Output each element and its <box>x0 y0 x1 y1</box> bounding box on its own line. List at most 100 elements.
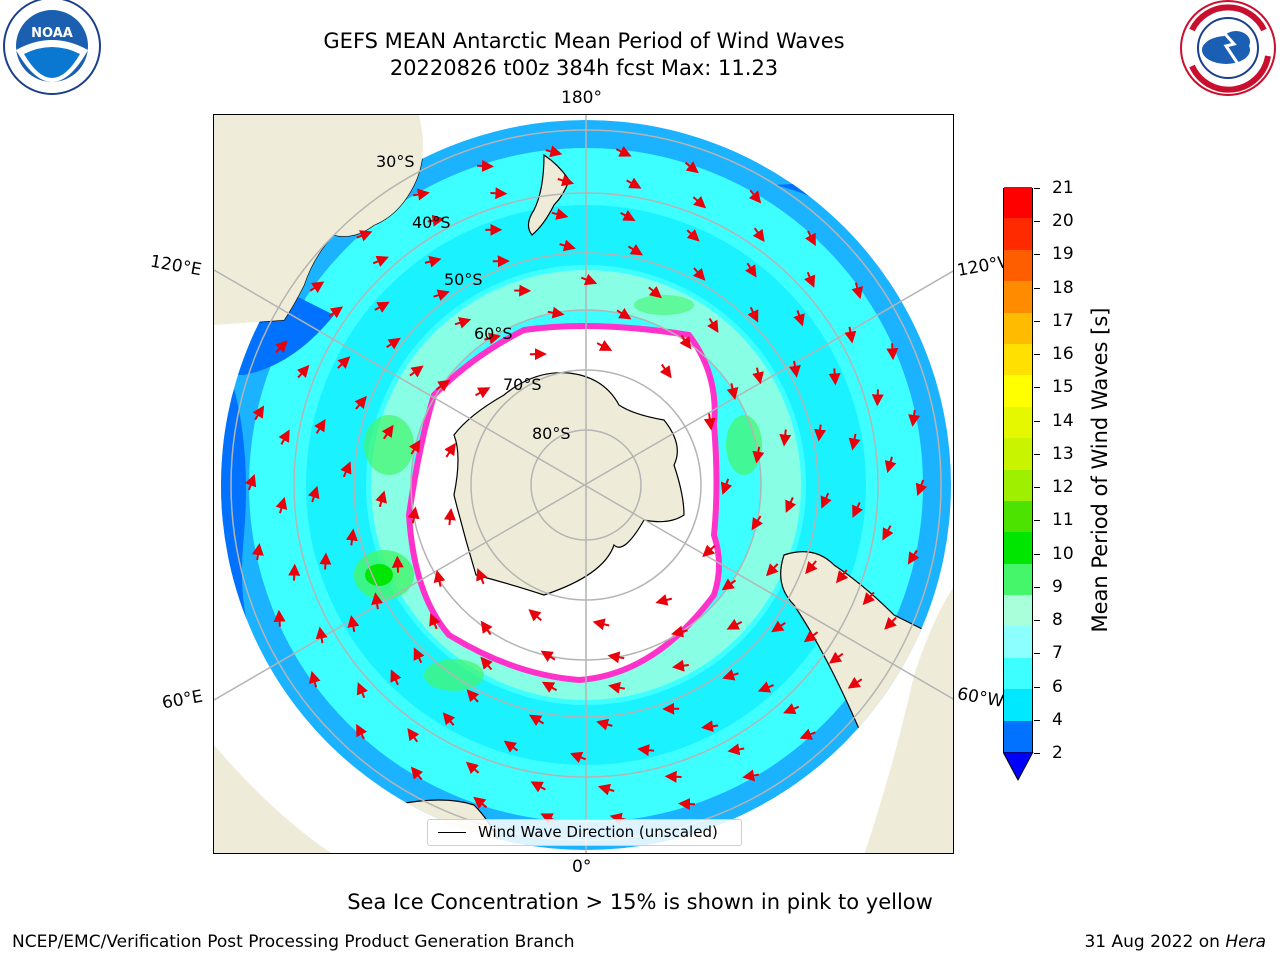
wind-vector <box>288 563 301 581</box>
lat-label-80s: 80°S <box>532 424 571 443</box>
wind-vector <box>648 285 662 299</box>
colorbar-tick <box>1034 420 1040 422</box>
wind-vector <box>722 669 739 681</box>
wind-vector <box>788 360 801 378</box>
colorbar-tick <box>1034 686 1040 688</box>
wind-vector <box>275 496 288 514</box>
wind-vector <box>828 368 841 386</box>
colorbar-tick <box>1034 487 1040 489</box>
wind-vector <box>490 187 508 200</box>
wind-vector <box>779 429 792 447</box>
colorbar-tick <box>1034 320 1040 322</box>
colorbar-tick-label: 9 <box>1052 576 1063 597</box>
wind-vector <box>408 439 421 455</box>
wind-vector <box>771 620 786 633</box>
map-subtitle: 20220826 t00z 384h fcst Max: 11.23 <box>389 56 779 80</box>
lon-label-120e: 120°E <box>148 251 204 281</box>
wind-vector <box>684 161 699 174</box>
colorbar-segment <box>1004 280 1032 313</box>
wind-vector <box>251 543 264 561</box>
lat-label-40s: 40°S <box>412 213 451 232</box>
wind-vector <box>569 751 587 764</box>
colorbar <box>1003 186 1033 753</box>
wind-vector <box>433 570 446 587</box>
wind-vector <box>372 255 389 267</box>
wind-vector <box>308 485 320 503</box>
wind-vector <box>726 383 739 400</box>
wind-vector <box>356 230 373 242</box>
wind-vector <box>528 714 545 726</box>
wind-vector <box>273 609 286 627</box>
wind-vector <box>752 367 764 385</box>
lat-label-50s: 50°S <box>444 270 483 289</box>
colorbar-tick <box>1034 188 1040 189</box>
wind-vector <box>319 552 332 570</box>
australia-land-outer <box>214 115 423 325</box>
wind-vectors <box>244 145 928 825</box>
south-america-land-outer <box>864 588 953 853</box>
colorbar-tick-label: 12 <box>1052 477 1074 498</box>
polar-map <box>213 114 954 854</box>
wind-vector <box>785 496 797 513</box>
legend-label: Wind Wave Direction (unscaled) <box>478 823 718 841</box>
period-patch-high <box>634 295 694 315</box>
colorbar-tick-label: 10 <box>1052 543 1074 564</box>
wind-vector <box>480 656 493 671</box>
wind-vector <box>793 310 805 327</box>
colorbar-tick-label: 6 <box>1052 676 1063 697</box>
wind-vector <box>871 389 884 407</box>
wind-vector <box>328 306 344 319</box>
map-title: GEFS MEAN Antarctic Mean Period of Wind … <box>323 29 845 53</box>
wind-vector <box>907 549 920 565</box>
wind-vector <box>701 720 719 733</box>
wind-vector <box>828 651 844 664</box>
wind-vector <box>309 281 325 294</box>
period-patch-high <box>364 415 414 475</box>
colorbar-tick <box>1034 287 1040 289</box>
colorbar-segment <box>1004 625 1032 658</box>
wind-vector <box>882 525 894 541</box>
wind-vector <box>356 723 368 740</box>
wind-vector <box>908 409 921 427</box>
wind-vector <box>345 528 358 546</box>
wind-vector <box>435 379 451 392</box>
lon-label-60e: 60°E <box>160 686 205 714</box>
colorbar-segment <box>1004 343 1032 376</box>
wind-vector <box>702 544 716 558</box>
wind-vector <box>557 174 575 187</box>
wind-vector <box>381 424 394 440</box>
wind-vector <box>391 555 404 573</box>
wind-vector <box>374 301 390 313</box>
wind-vector <box>252 405 265 421</box>
wind-vector <box>627 244 644 256</box>
colorbar-tick <box>1034 387 1040 389</box>
wind-vector <box>804 271 816 288</box>
colorbar-segment <box>1004 469 1032 501</box>
wind-vector <box>475 387 491 399</box>
wind-vector <box>559 239 576 252</box>
colorbar-tick-label: 8 <box>1052 610 1063 631</box>
wind-vector <box>454 317 472 329</box>
colorbar-segment <box>1004 312 1032 344</box>
wind-vector <box>347 615 360 632</box>
wind-vector <box>314 419 326 434</box>
colorbar-segment <box>1004 531 1032 564</box>
wind-vector <box>748 189 762 204</box>
wind-vector <box>466 689 480 703</box>
wind-vector <box>476 568 488 585</box>
wind-vector <box>541 681 558 693</box>
wind-vector <box>407 506 420 524</box>
wind-vector <box>315 626 328 644</box>
wind-vector <box>386 337 401 350</box>
colorbar-tick <box>1034 354 1040 356</box>
wind-vector <box>427 214 445 227</box>
wind-vector <box>884 456 897 474</box>
wind-vector <box>707 317 719 334</box>
colorbar-title: Mean Period of Wind Waves [s] <box>1088 307 1112 633</box>
colorbar-tick <box>1034 653 1040 655</box>
wind-vector <box>607 651 625 664</box>
wind-vector <box>720 478 733 495</box>
colorbar-tick-label: 18 <box>1052 277 1074 298</box>
colorbar-segment <box>1004 688 1032 721</box>
colorbar-tick-label: 16 <box>1052 344 1074 365</box>
